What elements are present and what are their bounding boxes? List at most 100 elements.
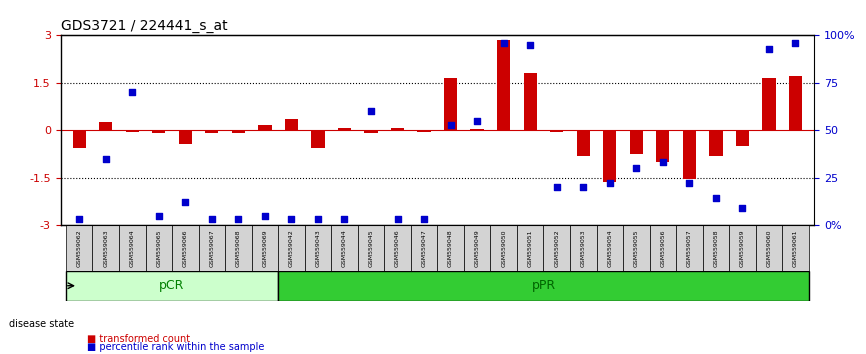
Point xyxy=(205,217,219,222)
FancyBboxPatch shape xyxy=(385,225,410,270)
Text: GSM559063: GSM559063 xyxy=(103,229,108,267)
Text: GSM559050: GSM559050 xyxy=(501,229,506,267)
Bar xyxy=(789,76,802,130)
FancyBboxPatch shape xyxy=(172,225,198,270)
FancyBboxPatch shape xyxy=(410,225,437,270)
Text: GSM559051: GSM559051 xyxy=(527,229,533,267)
Point xyxy=(656,160,669,165)
Text: GSM559045: GSM559045 xyxy=(369,229,373,267)
Text: GSM559060: GSM559060 xyxy=(766,229,772,267)
Bar xyxy=(630,130,643,154)
FancyBboxPatch shape xyxy=(782,225,809,270)
Point xyxy=(417,217,431,222)
Bar xyxy=(682,130,696,179)
Bar xyxy=(603,130,617,182)
Bar xyxy=(258,125,272,130)
Point xyxy=(523,42,537,48)
Text: GSM559054: GSM559054 xyxy=(607,229,612,267)
FancyBboxPatch shape xyxy=(66,225,93,270)
Point xyxy=(338,217,352,222)
Point xyxy=(258,213,272,218)
Text: GSM559057: GSM559057 xyxy=(687,229,692,267)
Text: GSM559049: GSM559049 xyxy=(475,229,480,267)
Bar xyxy=(73,130,86,148)
Bar xyxy=(656,130,669,162)
FancyBboxPatch shape xyxy=(756,225,782,270)
FancyBboxPatch shape xyxy=(623,225,650,270)
Text: GSM559068: GSM559068 xyxy=(236,229,241,267)
Bar xyxy=(470,129,484,130)
Text: ■ percentile rank within the sample: ■ percentile rank within the sample xyxy=(87,342,264,353)
FancyBboxPatch shape xyxy=(119,225,145,270)
Point xyxy=(391,217,404,222)
Text: GSM559058: GSM559058 xyxy=(714,229,719,267)
FancyBboxPatch shape xyxy=(676,225,702,270)
Point xyxy=(443,122,457,127)
FancyBboxPatch shape xyxy=(278,225,305,270)
FancyBboxPatch shape xyxy=(544,225,570,270)
Text: GSM559048: GSM559048 xyxy=(448,229,453,267)
FancyBboxPatch shape xyxy=(331,225,358,270)
Text: GSM559044: GSM559044 xyxy=(342,229,347,267)
Text: GSM559062: GSM559062 xyxy=(77,229,81,267)
Point xyxy=(285,217,299,222)
FancyBboxPatch shape xyxy=(278,270,809,301)
Text: GSM559042: GSM559042 xyxy=(289,229,294,267)
Text: ■ transformed count: ■ transformed count xyxy=(87,333,190,344)
Bar xyxy=(232,130,245,133)
Point xyxy=(762,46,776,51)
Bar xyxy=(152,130,165,133)
Text: GDS3721 / 224441_s_at: GDS3721 / 224441_s_at xyxy=(61,19,227,33)
Bar xyxy=(550,130,564,132)
Point xyxy=(550,184,564,190)
FancyBboxPatch shape xyxy=(198,225,225,270)
Point xyxy=(603,181,617,186)
FancyBboxPatch shape xyxy=(597,225,623,270)
FancyBboxPatch shape xyxy=(437,225,464,270)
Point xyxy=(497,40,511,46)
FancyBboxPatch shape xyxy=(66,270,278,301)
Point xyxy=(152,213,165,218)
Bar xyxy=(524,73,537,130)
Bar xyxy=(577,130,590,155)
Point xyxy=(735,205,749,211)
Bar xyxy=(497,40,510,130)
FancyBboxPatch shape xyxy=(225,225,252,270)
Bar xyxy=(126,130,139,132)
FancyBboxPatch shape xyxy=(729,225,756,270)
Bar xyxy=(99,122,113,130)
Text: disease state: disease state xyxy=(9,319,74,329)
Text: GSM559043: GSM559043 xyxy=(315,229,320,267)
Text: GSM559059: GSM559059 xyxy=(740,229,745,267)
Bar xyxy=(391,128,404,130)
Text: GSM559064: GSM559064 xyxy=(130,229,135,267)
Bar xyxy=(365,130,378,133)
Text: GSM559052: GSM559052 xyxy=(554,229,559,267)
Text: pCR: pCR xyxy=(159,279,184,292)
Text: GSM559056: GSM559056 xyxy=(661,229,665,267)
FancyBboxPatch shape xyxy=(93,225,119,270)
FancyBboxPatch shape xyxy=(650,225,676,270)
Point xyxy=(470,118,484,124)
Text: GSM559065: GSM559065 xyxy=(156,229,161,267)
Bar xyxy=(736,130,749,146)
Point xyxy=(99,156,113,161)
Point xyxy=(364,108,378,114)
Text: GSM559046: GSM559046 xyxy=(395,229,400,267)
Text: GSM559069: GSM559069 xyxy=(262,229,268,267)
Bar xyxy=(417,130,430,132)
Point xyxy=(178,199,192,205)
Text: pPR: pPR xyxy=(532,279,555,292)
Bar xyxy=(762,78,776,130)
Point xyxy=(682,181,696,186)
Text: GSM559061: GSM559061 xyxy=(793,229,798,267)
FancyBboxPatch shape xyxy=(252,225,278,270)
Bar xyxy=(205,130,218,133)
Text: GSM559047: GSM559047 xyxy=(422,229,427,267)
Text: GSM559066: GSM559066 xyxy=(183,229,188,267)
FancyBboxPatch shape xyxy=(702,225,729,270)
Text: GSM559053: GSM559053 xyxy=(581,229,585,267)
Text: GSM559055: GSM559055 xyxy=(634,229,639,267)
Point xyxy=(126,90,139,95)
Bar xyxy=(709,130,722,155)
